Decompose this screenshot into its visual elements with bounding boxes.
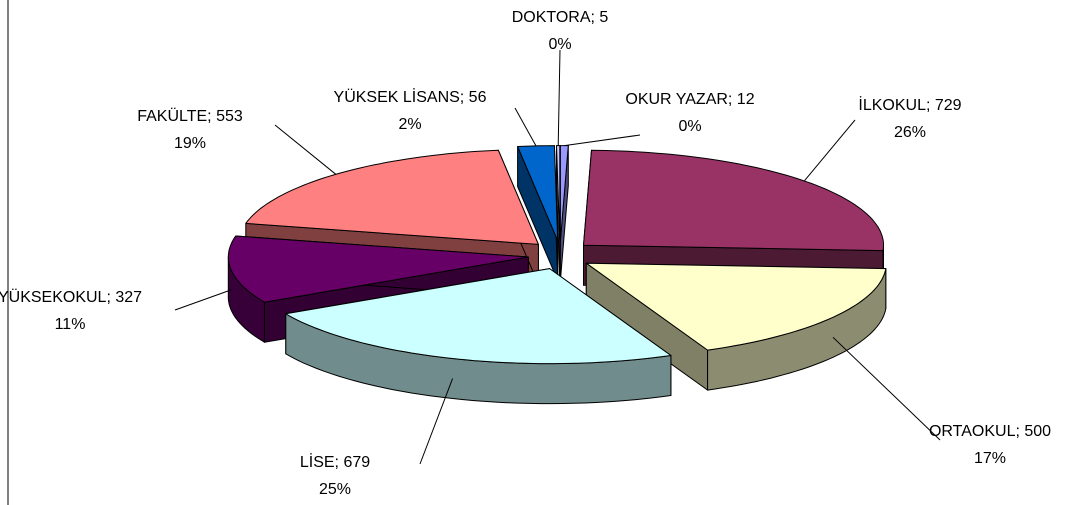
slice [559,145,569,282]
slice-label: DOKTORA; 5 [512,9,609,26]
leader-line [832,336,941,441]
leader-line [557,49,561,146]
percent-label: 0% [548,36,571,53]
percent-label: 11% [55,316,86,333]
leader-line [419,378,454,465]
percent-label: 26% [894,124,926,141]
leader-line [803,119,856,182]
percent-label: 19% [174,135,206,152]
slice-label: ORTAOKUL; 500 [929,423,1051,440]
slice-label: YÜKSEKOKUL; 327 [0,288,142,306]
slice-top [285,268,672,365]
leader-line [174,289,232,311]
percent-label: 0% [678,118,701,135]
slice-top [583,149,884,252]
percent-label: 2% [398,116,421,133]
leader-line [274,124,337,175]
percent-label: 25% [319,481,351,498]
slice-label: FAKÜLTE; 553 [137,107,243,125]
percent-label: 17% [974,450,1006,467]
slice [285,268,672,405]
slice-label: YÜKSEK LİSANS; 56 [334,87,487,106]
slice-label: OKUR YAZAR; 12 [625,91,754,108]
slice [517,145,559,282]
slice-top [245,149,539,245]
slice-top [585,262,887,351]
leader-line [514,107,537,147]
slice-label: LİSE; 679 [300,452,370,471]
slice [585,262,887,391]
leader-line [564,134,641,147]
slice-top [227,235,529,303]
slice-label: İLKOKUL; 729 [858,95,961,114]
